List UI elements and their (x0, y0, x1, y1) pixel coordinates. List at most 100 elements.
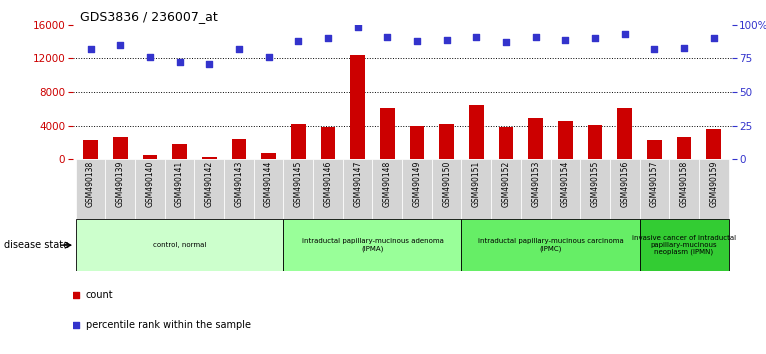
Text: GDS3836 / 236007_at: GDS3836 / 236007_at (80, 10, 218, 23)
Text: GSM490153: GSM490153 (531, 161, 540, 207)
Point (292, 38, 304, 44)
Point (648, 46, 660, 52)
Text: GSM490157: GSM490157 (650, 161, 659, 207)
Bar (283, 159, 313, 219)
Text: control, normal: control, normal (153, 242, 206, 248)
Bar (76, 219, 283, 271)
Bar (372, 159, 402, 219)
Bar (261, 153, 276, 159)
Point (263, 54, 275, 60)
Text: GSM490143: GSM490143 (234, 161, 244, 207)
Bar (699, 159, 728, 219)
Bar (350, 55, 365, 159)
Bar (410, 126, 424, 159)
Text: GSM490148: GSM490148 (383, 161, 392, 207)
Bar (439, 124, 454, 159)
Point (440, 37, 453, 42)
Point (70, 292, 82, 297)
Bar (588, 125, 602, 159)
Point (381, 34, 394, 40)
Point (352, 25, 364, 30)
Bar (706, 129, 721, 159)
Bar (83, 140, 98, 159)
Point (529, 34, 542, 40)
Bar (380, 108, 394, 159)
Point (619, 32, 631, 37)
Point (233, 46, 245, 52)
Text: GSM490144: GSM490144 (264, 161, 273, 207)
Bar (142, 155, 157, 159)
Point (411, 38, 423, 44)
Bar (499, 126, 513, 159)
Text: GSM490154: GSM490154 (561, 161, 570, 207)
Bar (551, 159, 580, 219)
Point (173, 59, 185, 65)
Point (84, 46, 97, 52)
Bar (558, 121, 573, 159)
Bar (402, 159, 432, 219)
Text: GSM490138: GSM490138 (86, 161, 95, 207)
Bar (640, 219, 728, 271)
Bar (291, 124, 306, 159)
Text: GSM490152: GSM490152 (502, 161, 510, 207)
Bar (676, 137, 692, 159)
Bar (106, 159, 135, 219)
Bar (521, 159, 551, 219)
Point (589, 35, 601, 41)
Bar (610, 159, 640, 219)
Text: GSM490151: GSM490151 (472, 161, 481, 207)
Bar (195, 159, 224, 219)
Bar (617, 108, 632, 159)
Point (470, 34, 483, 40)
Bar (640, 159, 669, 219)
Bar (202, 157, 217, 159)
Bar (231, 139, 247, 159)
Bar (491, 159, 521, 219)
Bar (432, 159, 461, 219)
Text: GSM490146: GSM490146 (323, 161, 332, 207)
Bar (669, 159, 699, 219)
Bar (135, 159, 165, 219)
Bar (343, 159, 372, 219)
Point (114, 42, 126, 48)
Text: GSM490155: GSM490155 (591, 161, 600, 207)
Text: GSM490141: GSM490141 (175, 161, 184, 207)
Point (708, 35, 720, 41)
Text: GSM490156: GSM490156 (620, 161, 629, 207)
Text: invasive cancer of intraductal
papillary-mucinous
neoplasm (IPMN): invasive cancer of intraductal papillary… (632, 235, 736, 255)
Text: percentile rank within the sample: percentile rank within the sample (86, 320, 251, 330)
Bar (165, 159, 195, 219)
Bar (580, 159, 610, 219)
Point (322, 35, 334, 41)
Text: GSM490158: GSM490158 (679, 161, 689, 207)
Bar (647, 140, 662, 159)
Bar (224, 159, 254, 219)
Text: intraductal papillary-mucinous carcinoma
(IPMC): intraductal papillary-mucinous carcinoma… (478, 238, 624, 252)
Text: GSM490139: GSM490139 (116, 161, 125, 207)
Bar (461, 219, 640, 271)
Bar (172, 144, 187, 159)
Point (144, 54, 156, 60)
Bar (320, 126, 336, 159)
Bar (529, 118, 543, 159)
Bar (76, 159, 106, 219)
Bar (461, 159, 491, 219)
Bar (469, 105, 484, 159)
Text: disease state: disease state (4, 240, 69, 250)
Point (203, 61, 215, 67)
Point (500, 39, 512, 45)
Point (70, 322, 82, 328)
Bar (254, 159, 283, 219)
Text: GSM490150: GSM490150 (442, 161, 451, 207)
Text: GSM490147: GSM490147 (353, 161, 362, 207)
Bar (113, 137, 128, 159)
Point (678, 45, 690, 51)
Text: count: count (86, 290, 113, 300)
Text: GSM490149: GSM490149 (412, 161, 421, 207)
Bar (283, 219, 461, 271)
Text: GSM490142: GSM490142 (205, 161, 214, 207)
Text: GSM490140: GSM490140 (146, 161, 155, 207)
Text: GSM490145: GSM490145 (294, 161, 303, 207)
Point (559, 37, 571, 42)
Text: GSM490159: GSM490159 (709, 161, 719, 207)
